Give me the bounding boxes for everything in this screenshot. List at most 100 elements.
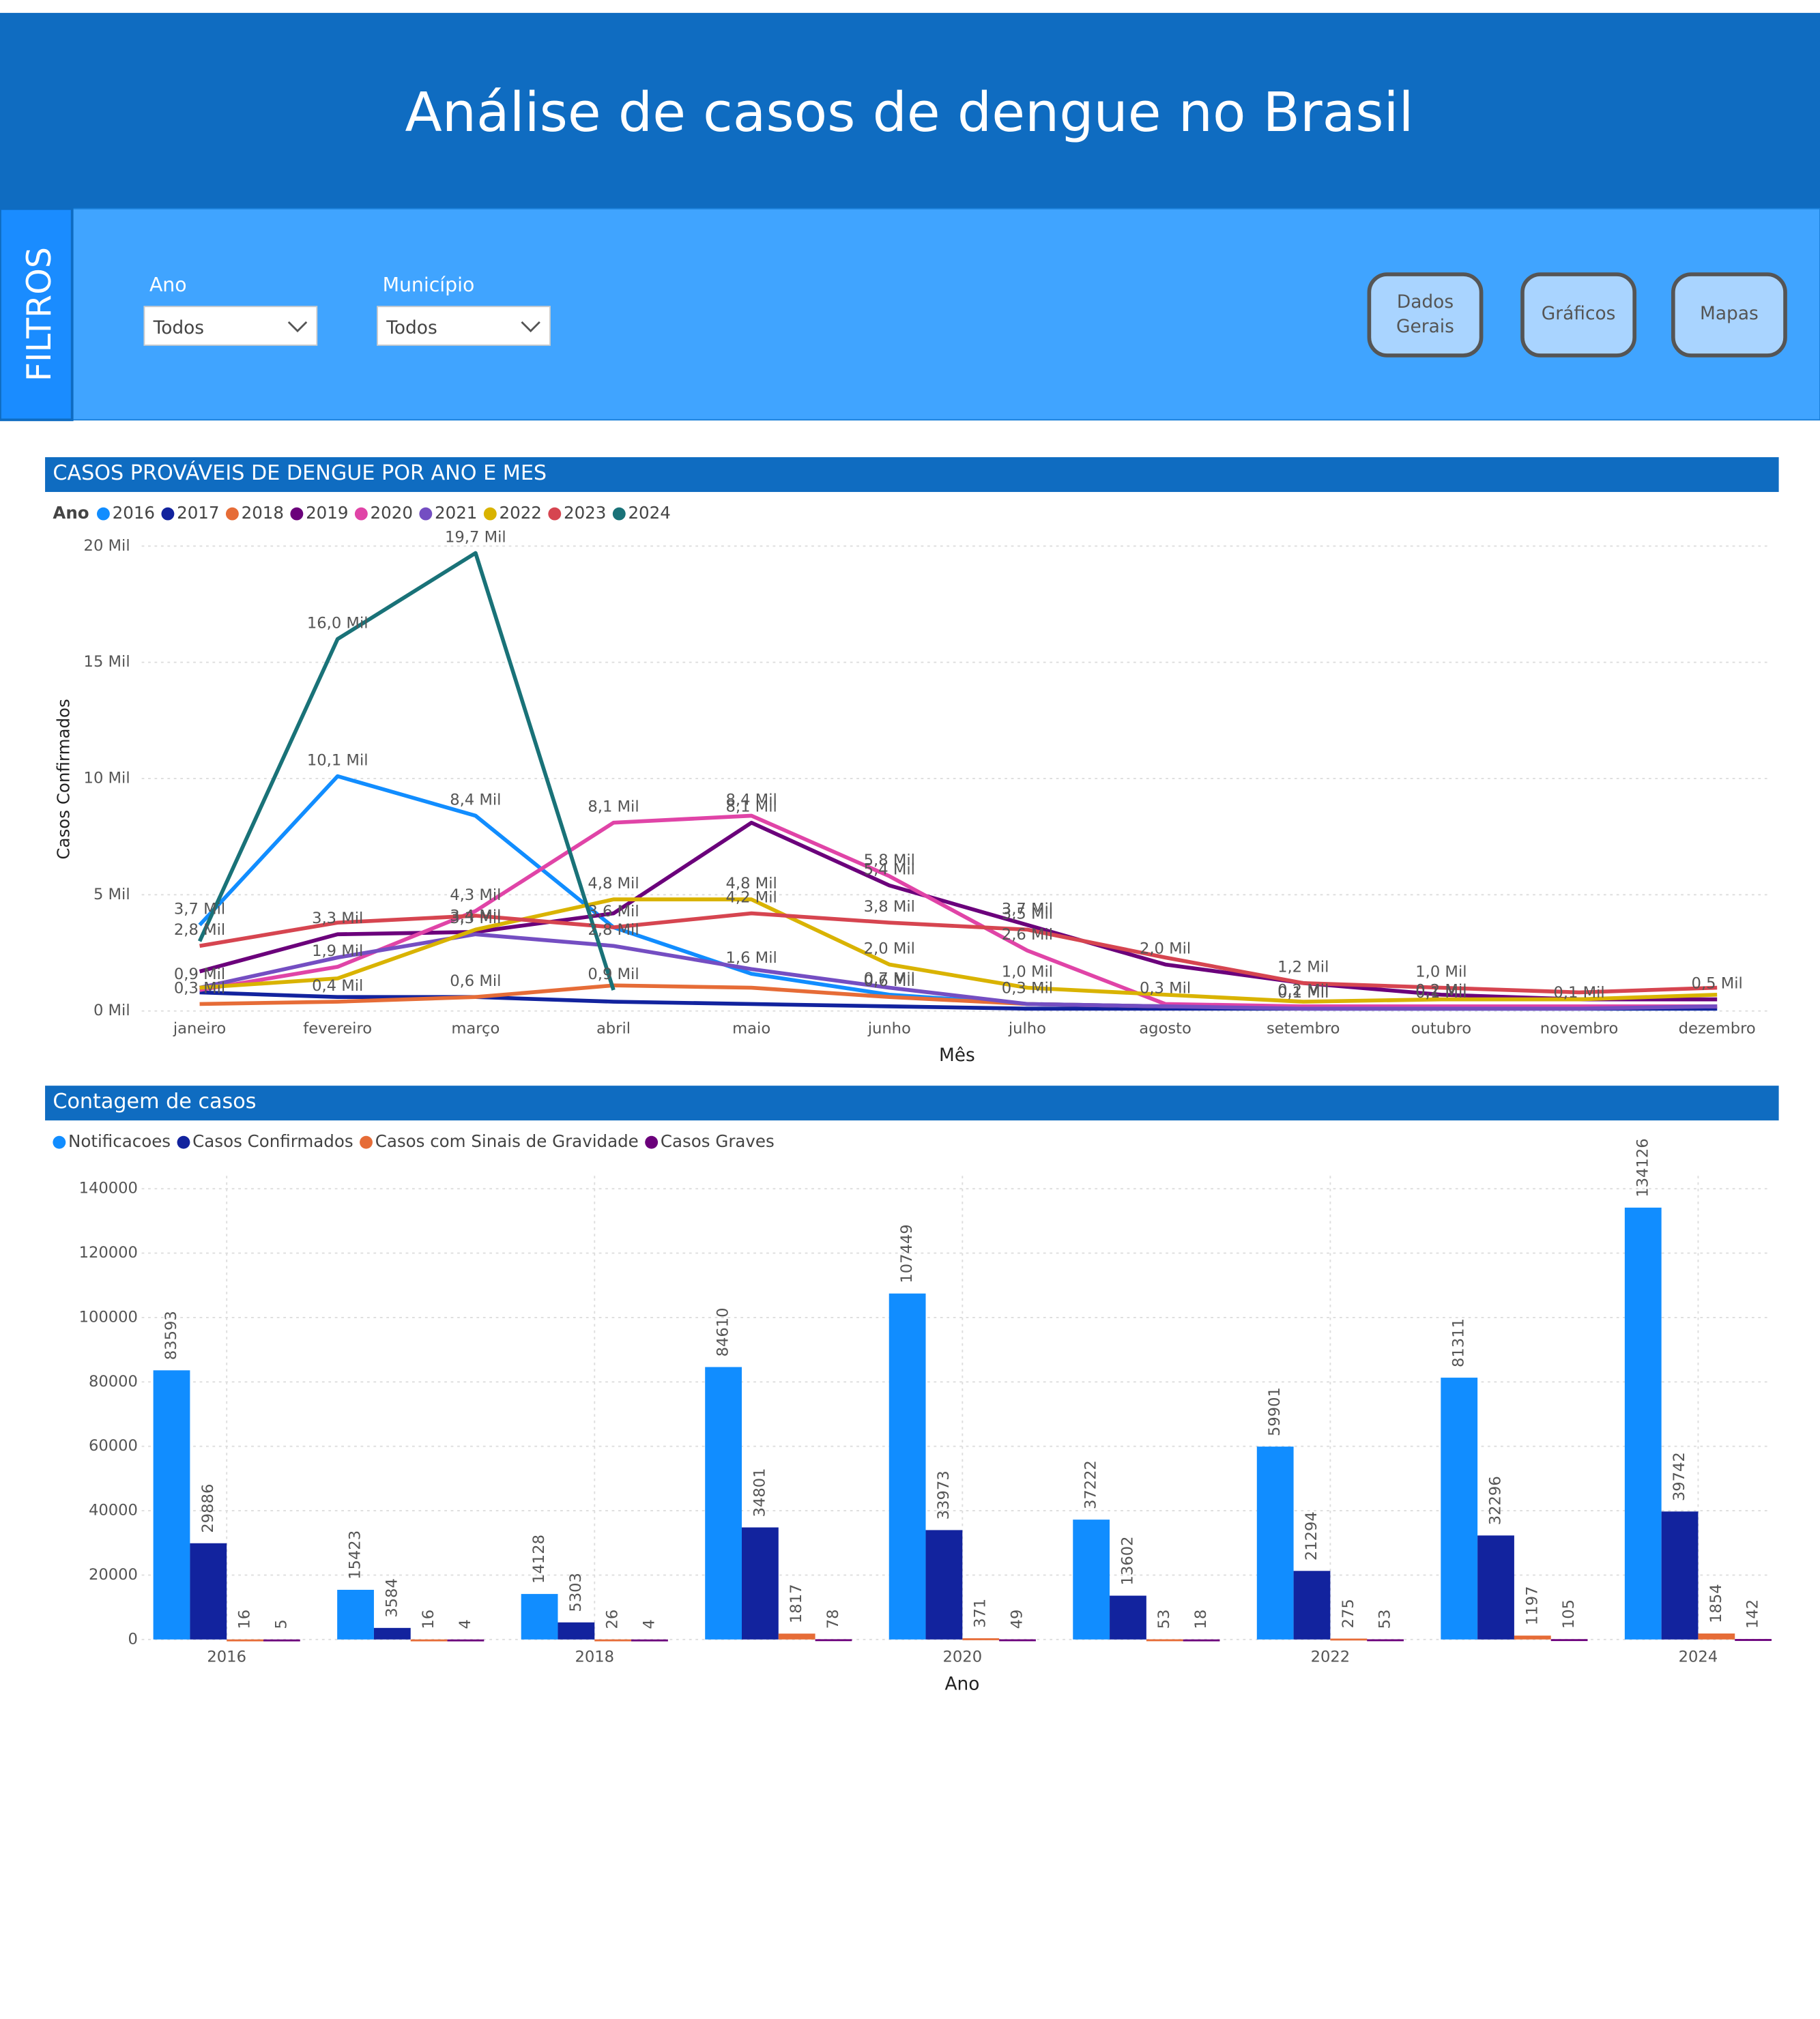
y-tick-label: 80000 [89, 1373, 138, 1391]
data-label: 8,4 Mil [726, 791, 777, 809]
bar [410, 1639, 448, 1642]
legend-marker [419, 507, 433, 521]
y-tick-label: 120000 [79, 1244, 138, 1262]
data-label: 0,1 Mil [1553, 984, 1604, 1002]
button-text: Dados Gerais [1396, 291, 1454, 337]
bar [1256, 1447, 1294, 1640]
chart-title-bar [45, 1086, 1779, 1121]
page-title: Análise de casos de dengue no Brasil [405, 81, 1414, 144]
data-label: 5 [272, 1619, 290, 1629]
legend-marker [161, 507, 175, 521]
bar [1293, 1571, 1331, 1640]
data-label: 1197 [1523, 1586, 1541, 1625]
data-label: 371 [972, 1599, 990, 1628]
data-label: 5,4 Mil [864, 861, 915, 879]
x-tick-label: novembro [1540, 1020, 1619, 1038]
y-tick-label: 20000 [89, 1566, 138, 1584]
data-label: 4,8 Mil [588, 875, 639, 892]
nav-button[interactable] [1671, 272, 1787, 358]
y-tick-label: 5 Mil [93, 886, 130, 903]
bar [815, 1639, 852, 1642]
data-label: 105 [1560, 1599, 1578, 1629]
button-text: Mapas [1700, 304, 1759, 325]
bar [705, 1367, 742, 1640]
data-label: 3,3 Mil [450, 910, 501, 927]
bar [962, 1638, 1000, 1640]
data-label: 134126 [1634, 1138, 1651, 1197]
data-label: 0,1 Mil [1415, 984, 1467, 1002]
dropdown[interactable] [377, 306, 551, 346]
bar [1550, 1639, 1588, 1642]
data-label: 8,1 Mil [588, 798, 639, 816]
y-tick-label: 10 Mil [84, 769, 130, 787]
bar [337, 1589, 374, 1640]
data-label: 1817 [788, 1584, 805, 1623]
filter-label: Ano [149, 274, 187, 296]
x-tick-label: 2016 [207, 1648, 246, 1666]
data-label: 0,3 Mil [1140, 979, 1191, 997]
x-axis-label: Mês [939, 1045, 975, 1066]
bar [558, 1622, 595, 1640]
data-label: 1,9 Mil [312, 942, 363, 960]
data-label: 39742 [1671, 1452, 1688, 1501]
dropdown-value: Todos [153, 317, 204, 338]
bar [1624, 1207, 1662, 1640]
data-label: 34801 [751, 1468, 768, 1517]
data-label: 0,5 Mil [1692, 974, 1743, 992]
legend-label: Casos com Sinais de Gravidade [375, 1131, 639, 1151]
bar [1183, 1639, 1220, 1642]
data-label: 13602 [1118, 1536, 1136, 1585]
legend-label: 2020 [371, 503, 413, 523]
data-label: 16 [236, 1610, 254, 1629]
legend-label: 2024 [628, 503, 670, 523]
button-text: Gráficos [1541, 304, 1616, 325]
filter-label: Município [383, 274, 475, 296]
data-label: 8,1 Mil [726, 798, 777, 816]
filter-tab [0, 207, 74, 422]
legend-label: 2018 [242, 503, 284, 523]
bar [153, 1370, 190, 1640]
data-label: 1,0 Mil [1002, 963, 1053, 981]
data-label: 0,7 Mil [864, 970, 915, 988]
data-label: 0,2 Mil [1415, 982, 1467, 1000]
nav-button[interactable] [1367, 272, 1484, 358]
x-tick-label: março [451, 1020, 500, 1038]
nav-button-label: Gráficos [1541, 304, 1616, 325]
y-tick-label: 15 Mil [84, 653, 130, 671]
data-label: 0,6 Mil [864, 972, 915, 990]
data-label: 81311 [1450, 1318, 1468, 1367]
legend-marker [548, 507, 562, 521]
bar [1735, 1639, 1772, 1641]
dropdown-arrow [287, 321, 308, 333]
bar [1441, 1378, 1478, 1640]
legend-label: 2022 [500, 503, 542, 523]
bar [1110, 1595, 1146, 1640]
nav-button[interactable] [1520, 272, 1637, 358]
x-tick-label: janeiro [173, 1020, 226, 1038]
legend-marker [645, 1135, 659, 1149]
legend-marker [177, 1135, 190, 1149]
legend-marker [354, 507, 368, 521]
data-label: 26 [604, 1610, 622, 1629]
x-tick-label: agosto [1139, 1020, 1191, 1038]
bar [1477, 1535, 1514, 1640]
bar [1073, 1520, 1110, 1640]
chart-title: CASOS PROVÁVEIS DE DENGUE POR ANO E MES [53, 461, 547, 485]
dropdown[interactable] [143, 306, 318, 346]
data-label: 2,8 Mil [588, 921, 639, 939]
legend-marker [612, 507, 626, 521]
data-label: 1,6 Mil [726, 949, 777, 967]
x-tick-label: 2020 [943, 1648, 983, 1666]
data-label: 3584 [383, 1578, 401, 1618]
bar [227, 1639, 263, 1642]
x-tick-label: julho [1008, 1020, 1046, 1038]
x-tick-label: fevereiro [303, 1020, 372, 1038]
data-label: 3,8 Mil [864, 898, 915, 916]
data-label: 49 [1009, 1610, 1026, 1629]
data-label: 275 [1340, 1599, 1357, 1628]
data-label: 18 [1192, 1610, 1210, 1629]
y-tick-label: 0 Mil [93, 1002, 130, 1019]
data-label: 0,9 Mil [588, 965, 639, 983]
